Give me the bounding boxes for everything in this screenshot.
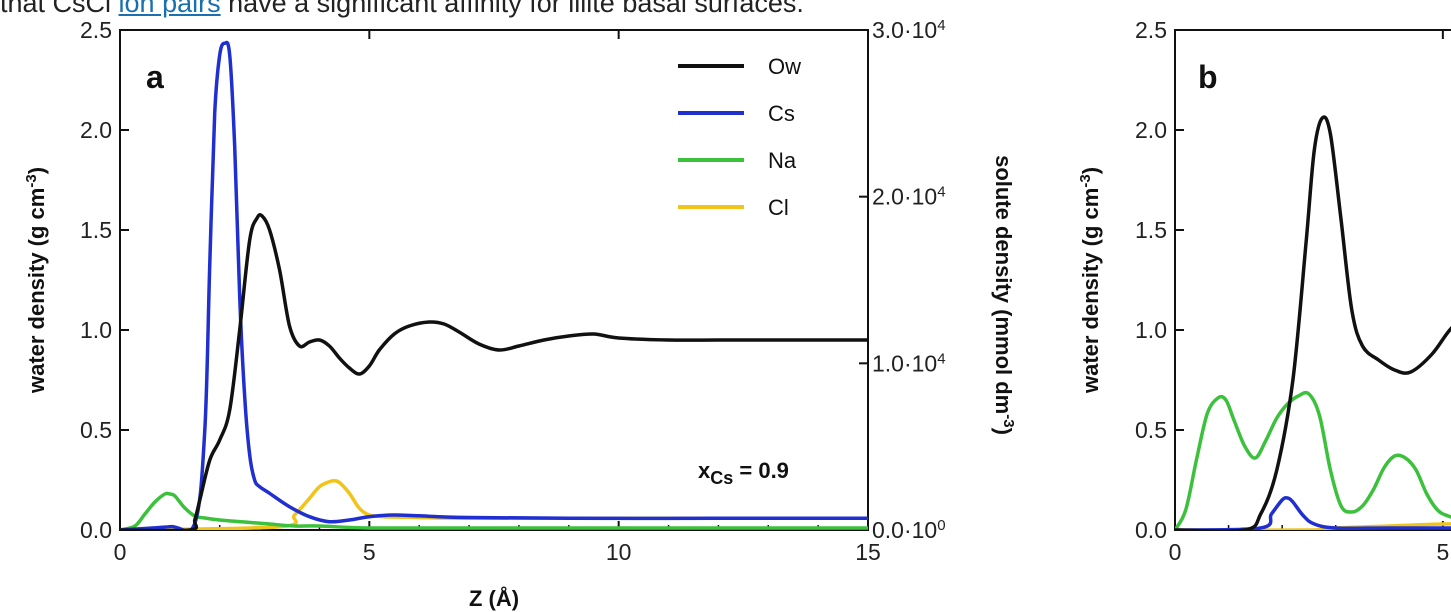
- series-line-na: [1175, 390, 1451, 530]
- y-tick-label: 2.0: [80, 117, 112, 143]
- x-tick-label: 5: [363, 539, 376, 565]
- legend-label-cl: Cl: [768, 195, 789, 220]
- y2-axis-label-a: solute density (mmol dm-3): [991, 155, 1018, 435]
- y2-tick-label: 0.0·100: [872, 517, 946, 544]
- x-tick-label: 15: [855, 539, 881, 565]
- y-tick-label: 0.0: [80, 517, 112, 543]
- y-axis-label-a: water density (g cm-3): [23, 167, 50, 394]
- legend: Ow Cs Na Cl: [678, 54, 801, 220]
- y-tick-label: 1.5: [1135, 217, 1167, 243]
- legend-label-ow: Ow: [768, 54, 801, 79]
- y2-tick-label: 3.0·104: [872, 17, 946, 44]
- y-tick-label: 0.5: [80, 417, 112, 443]
- ion-pairs-link[interactable]: ion pairs: [118, 0, 221, 18]
- y-axis-label-b: water density (g cm-3): [1077, 167, 1104, 394]
- series-line-ow: [1175, 115, 1451, 530]
- plot-frame-b: [1174, 29, 1451, 531]
- legend-label-cs: Cs: [768, 101, 795, 126]
- caption-before-link: that CsCl: [0, 0, 119, 18]
- legend-label-na: Na: [768, 148, 797, 173]
- y2-tick-label: 2.0·104: [872, 183, 946, 210]
- panel-label-b: b: [1198, 59, 1218, 95]
- y-tick-label: 0.5: [1135, 417, 1167, 443]
- series-line-ow: [120, 212, 868, 530]
- x-tick-label: 0: [114, 539, 127, 565]
- caption-text: that CsCl ion pairs have a significant a…: [0, 0, 804, 19]
- plot-frame-a: [119, 29, 869, 531]
- xcs-annotation: xCs = 0.9: [698, 458, 789, 488]
- y-tick-label: 1.0: [1135, 317, 1167, 343]
- x-axis-label-a: Z (Å): [469, 585, 519, 611]
- y-tick-label: 0.0: [1135, 517, 1167, 543]
- y-tick-label: 2.5: [80, 17, 112, 43]
- series-line-na: [120, 491, 868, 530]
- series-line-cs: [120, 40, 868, 530]
- y-tick-label: 2.0: [1135, 117, 1167, 143]
- x-tick-label: 5: [1436, 539, 1449, 565]
- panel-label-a: a: [146, 59, 164, 95]
- y2-tick-label: 1.0·104: [872, 350, 946, 377]
- y-tick-label: 1.0: [80, 317, 112, 343]
- y-tick-label: 1.5: [80, 217, 112, 243]
- panel-a: 0.0 0.5 1.0 1.5 2.0 2.5 0 5 10 150.0·100 1.0·104 2.…: [23, 17, 1018, 612]
- series-line-cs: [1175, 496, 1451, 530]
- y-tick-label: 2.5: [1135, 17, 1167, 43]
- x-tick-label: 0: [1169, 539, 1182, 565]
- panel-b: 0.0 0.5 1.0 1.5 2.0 2.5 0 5 b water density (g …: [1077, 17, 1451, 565]
- caption-after-link: have a significant affinity for illite b…: [220, 0, 804, 18]
- x-tick-label: 10: [606, 539, 632, 565]
